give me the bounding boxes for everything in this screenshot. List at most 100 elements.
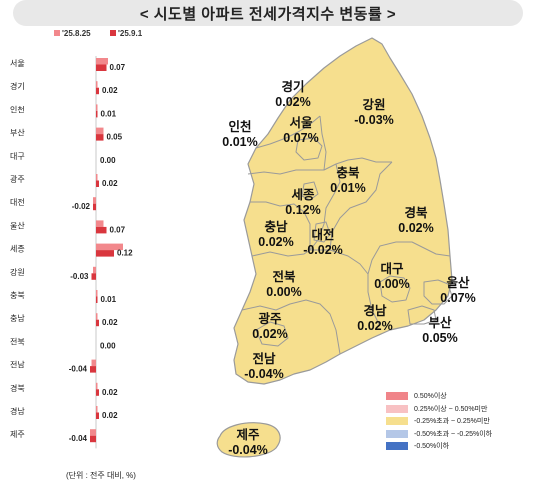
chart-bar-curr — [96, 412, 99, 419]
map-region-name: 충남 — [264, 220, 288, 234]
chart-data-label: -0.02 — [72, 202, 91, 211]
legend-label: 0.25%이상 ~ 0.50%미만 — [414, 405, 488, 413]
chart-data-label: 0.05 — [107, 133, 123, 142]
chart-bar-prev — [96, 313, 98, 320]
chart-bar-curr — [96, 250, 114, 257]
chart-bar-curr — [96, 296, 98, 303]
chart-data-label: 0.00 — [100, 341, 116, 350]
map-label-jeonbuk: 전북 0.00% — [254, 270, 314, 300]
chart-data-label: 0.07 — [110, 63, 126, 72]
map-label-incheon: 인천 0.01% — [210, 120, 270, 150]
map-region-name: 광주 — [258, 312, 282, 326]
unit-note: (단위 : 전주 대비, %) — [66, 471, 136, 480]
chart-bar-prev — [90, 429, 96, 436]
chart-category-label: 전남 — [10, 360, 25, 370]
map-region-value: 0.02% — [398, 221, 434, 235]
chart-data-label: 0.12 — [117, 249, 133, 258]
map-region-name: 울산 — [446, 276, 470, 290]
chart-bar-prev — [96, 243, 123, 251]
chart-bar-curr — [96, 87, 99, 95]
map-region-name: 충북 — [336, 166, 360, 180]
chart-bar-curr — [96, 134, 104, 141]
map-region-value: 0.02% — [252, 327, 288, 341]
map-region-name: 대구 — [380, 262, 404, 276]
chart-bar-prev — [96, 104, 98, 111]
map-label-busan: 부산 0.05% — [410, 316, 470, 346]
chart-data-label: -0.04 — [69, 434, 88, 443]
chart-category-label: 전북 — [10, 336, 25, 346]
map-label-chungbuk: 충북 0.01% — [318, 166, 378, 196]
chart-bar-curr — [96, 180, 99, 187]
chart-bar-prev — [93, 197, 96, 204]
legend-label: 0.50%이상 — [414, 393, 447, 401]
chart-category-label: 세종 — [10, 245, 25, 254]
chart-data-label: 0.02 — [102, 318, 118, 327]
chart-bar-prev — [96, 220, 104, 227]
chart-data-label: 0.07 — [110, 225, 126, 234]
map-region-name: 경북 — [404, 206, 428, 220]
chart-bar-curr — [91, 273, 96, 280]
legend-label: -0.25%초과 ~ 0.25%미만 — [414, 418, 490, 426]
legend-item: 0.50%이상 — [386, 390, 521, 403]
map-label-gyeonggi: 경기 0.02% — [263, 80, 323, 110]
chart-category-label: 경북 — [10, 383, 25, 393]
map-label-gyeongbuk: 경북 0.02% — [386, 206, 446, 236]
chart-category-label: 충남 — [10, 314, 25, 323]
chart-bar-prev — [96, 58, 108, 65]
map-region-name: 인천 — [228, 120, 252, 134]
map-region-name: 경남 — [363, 304, 387, 318]
map-region-value: 0.02% — [258, 235, 294, 249]
chart-legend-label-0: '25.8.25 — [62, 29, 91, 38]
map-region-name: 대전 — [311, 228, 335, 242]
map-label-chungnam: 충남 0.02% — [246, 220, 306, 250]
map-region-name: 경기 — [281, 80, 305, 94]
legend-item: -0.50%이하 — [386, 440, 521, 453]
map-region-name: 제주 — [236, 428, 260, 442]
chart-bar-curr — [96, 319, 99, 327]
chart-bar-prev — [96, 290, 98, 297]
map-region-value: 0.12% — [285, 203, 321, 217]
chart-data-label: 0.02 — [102, 179, 118, 188]
chart-legend-swatch-1 — [110, 30, 116, 36]
legend-swatch — [386, 417, 408, 426]
chart-category-label: 부산 — [10, 128, 25, 138]
chart-bar-curr — [90, 366, 96, 373]
map-region-value: 0.02% — [275, 95, 311, 109]
map-region-value: -0.02% — [303, 243, 343, 257]
map-region-name: 전북 — [272, 270, 296, 284]
legend-label: -0.50%이하 — [414, 443, 450, 451]
korea-map — [216, 37, 453, 458]
chart-category-label: 제주 — [10, 430, 25, 439]
legend-item: -0.25%초과 ~ 0.25%미만 — [386, 415, 521, 428]
map-label-daegu: 대구 0.00% — [362, 262, 422, 292]
chart-legend-swatch-0 — [54, 30, 60, 36]
chart-data-label: 0.01 — [101, 109, 117, 118]
map-label-daejeon: 대전 -0.02% — [293, 228, 353, 258]
chart-category-label: 경남 — [10, 406, 25, 416]
map-region-value: 0.07% — [440, 291, 476, 305]
map-region-value: 0.00% — [266, 285, 302, 299]
chart-bar-prev — [93, 266, 96, 274]
chart-bar-curr — [93, 203, 96, 211]
legend-swatch — [386, 442, 408, 451]
chart-bar-prev — [96, 127, 104, 135]
chart-bar-curr — [96, 64, 107, 71]
chart-data-label: 0.00 — [100, 156, 116, 165]
legend-item: 0.25%이상 ~ 0.50%미만 — [386, 403, 521, 416]
chart-category-label: 광주 — [10, 174, 25, 184]
chart-category-label: 강원 — [10, 267, 25, 277]
map-region-name: 부산 — [428, 316, 452, 330]
chart-data-label: 0.02 — [102, 388, 118, 397]
legend-label: -0.50%초과 ~ -0.25%이하 — [414, 430, 493, 438]
map-region-name: 세종 — [291, 188, 315, 202]
map-label-gyeongnam: 경남 0.02% — [345, 304, 405, 334]
chart-category-label: 인천 — [10, 104, 25, 114]
map-label-ulsan: 울산 0.07% — [428, 276, 488, 306]
bar-chart: '25.8.25 '25.9.1 서울 0.07 경기 0.02 인천 0.01 부산 0.05 대… — [10, 29, 143, 449]
chart-category-label: 서울 — [10, 59, 25, 68]
map-region-value: 0.07% — [283, 131, 319, 145]
map-region-value: -0.04% — [244, 367, 284, 381]
legend-swatch — [386, 392, 408, 401]
chart-bar-curr — [96, 226, 107, 234]
map-label-seoul: 서울 0.07% — [271, 116, 331, 146]
